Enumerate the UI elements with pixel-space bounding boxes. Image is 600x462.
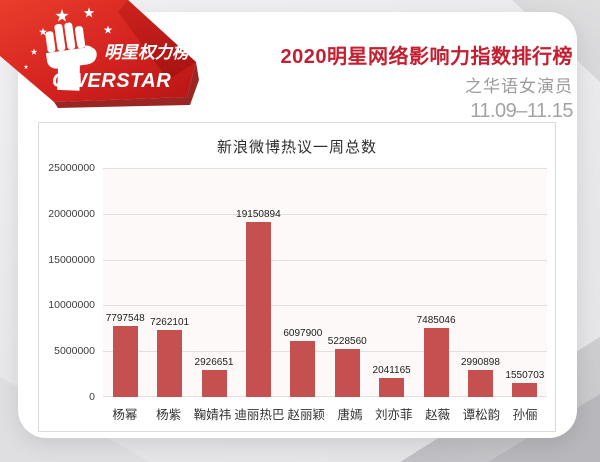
y-axis: 0 5000000 10000000 15000000 20000000 25000000 xyxy=(39,162,101,403)
x-tick-label: 杨紫 xyxy=(156,408,182,422)
plot-area: 7797548 7262101 2926651 19150894 6097900 5228… xyxy=(103,168,547,397)
logo-text-en: OWERSTAR xyxy=(52,70,171,92)
x-tick-label: 刘亦菲 xyxy=(375,408,413,422)
chart-title: 新浪微博热议一周总数 xyxy=(216,139,377,156)
fist-icon xyxy=(45,22,97,91)
bar-slot: 5228560 xyxy=(325,168,369,397)
bar-slot: 19150894 xyxy=(236,168,281,397)
bar-value-label: 2990898 xyxy=(460,356,500,368)
y-tick-label: 25000000 xyxy=(48,162,95,174)
gridline xyxy=(103,305,547,307)
bar-slot: 1550703 xyxy=(503,168,547,397)
bar-value-label: 1550703 xyxy=(505,369,545,381)
ribbon-shape xyxy=(0,0,199,108)
bar-刘亦菲: 2041165 xyxy=(373,365,411,397)
gridline xyxy=(103,168,547,169)
y-tick-label: 10000000 xyxy=(48,299,95,312)
bar-唐嫣: 5228560 xyxy=(328,336,367,397)
gridline xyxy=(103,259,547,261)
bar-value-label: 2041165 xyxy=(372,365,411,377)
x-tick-label: 迪丽热巴 xyxy=(234,408,285,422)
x-axis: 杨幂 杨紫 鞠婧祎 迪丽热巴 赵丽颖 唐嫣 刘亦菲 赵薇 谭松韵 孙俪 xyxy=(103,404,547,423)
bar-鞠婧祎: 2926651 xyxy=(195,357,233,397)
y-tick-label: 15000000 xyxy=(48,253,95,266)
page-subtitle: 之华语女演员 xyxy=(465,77,573,96)
bar-杨紫: 7262101 xyxy=(150,317,189,397)
bar-value-label: 6097900 xyxy=(283,328,323,340)
page-title: 2020明星网络影响力指数排行榜 xyxy=(280,46,573,68)
bar-谭松韵: 2990898 xyxy=(461,357,500,397)
bar-value-label: 5228560 xyxy=(327,336,367,348)
x-tick-label: 谭松韵 xyxy=(462,408,501,422)
gridline xyxy=(103,396,547,397)
logo-text-cn: 明星权力榜 xyxy=(104,43,192,62)
x-tick-label: 孙俪 xyxy=(512,408,538,422)
bar-value-label: 7797548 xyxy=(105,312,145,324)
x-tick-label: 杨幂 xyxy=(112,408,138,422)
bar-迪丽热巴: 19150894 xyxy=(236,209,281,397)
bar-slot: 7485046 xyxy=(414,168,458,397)
chart-area: 0 5000000 10000000 15000000 20000000 25000000… xyxy=(39,162,555,403)
bar-孙俪: 1550703 xyxy=(505,370,544,397)
powerstar-logo: 明星权力榜 OWERSTAR xyxy=(0,0,199,108)
bar-value-label: 7262101 xyxy=(150,317,190,329)
bars-row: 7797548 7262101 2926651 19150894 6097900 5228… xyxy=(103,168,547,397)
x-tick-label: 鞠婧祎 xyxy=(193,408,232,422)
bar-value-label: 7485046 xyxy=(416,315,456,327)
bar-slot: 7262101 xyxy=(147,168,191,397)
bar-value-label: 2926651 xyxy=(194,357,234,369)
bar-赵薇: 7485046 xyxy=(417,315,456,397)
y-tick-label: 5000000 xyxy=(54,345,95,358)
x-tick-label: 赵薇 xyxy=(425,408,451,422)
y-tick-label: 20000000 xyxy=(48,207,95,220)
date-range: 11.09–11.15 xyxy=(470,100,573,122)
gridline xyxy=(103,351,547,353)
bar-杨幂: 7797548 xyxy=(106,313,145,397)
header: 2020明星网络影响力指数排行榜 之华语女演员 11.09–11.15 xyxy=(281,40,574,123)
x-tick-label: 赵丽颖 xyxy=(287,408,325,422)
bar-赵丽颖: 6097900 xyxy=(283,328,322,397)
bar-slot: 7797548 xyxy=(103,168,147,397)
bar-slot: 2041165 xyxy=(369,168,413,397)
bar-value-label: 19150894 xyxy=(236,208,281,220)
x-tick-label: 唐嫣 xyxy=(337,408,363,422)
gridline xyxy=(103,213,547,215)
bar-slot: 2990898 xyxy=(458,168,502,397)
bar-slot: 2926651 xyxy=(192,168,236,397)
bar-slot: 6097900 xyxy=(281,168,325,397)
y-tick-label: 0 xyxy=(89,391,95,403)
chart-box: 新浪微博热议一周总数 0 5000000 10000000 15000000 20000… xyxy=(38,122,556,432)
